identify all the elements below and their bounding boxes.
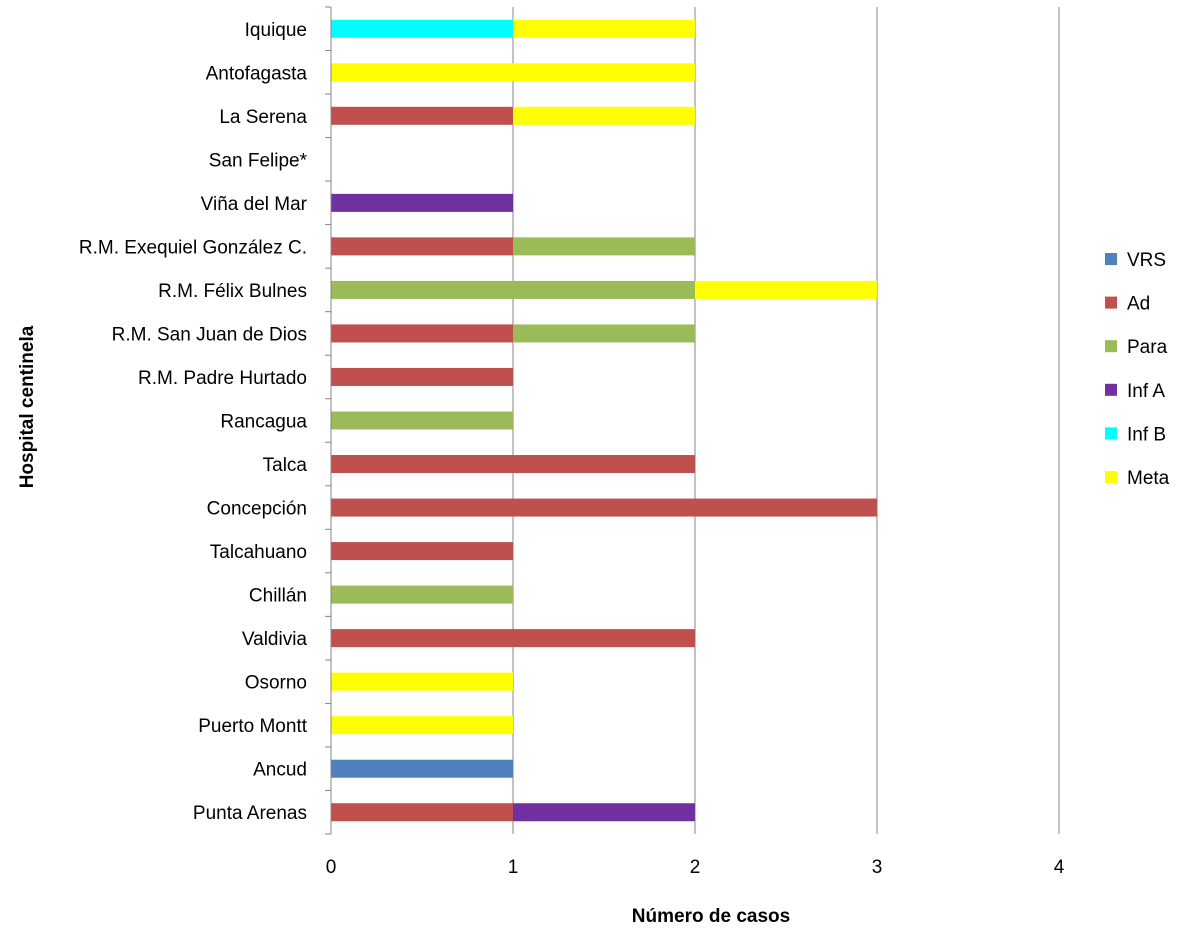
- bar-ad: [331, 106, 513, 125]
- category-label: San Felipe*: [209, 150, 308, 171]
- bar-ad: [331, 237, 513, 256]
- x-tick-labels: 0 1 2 3 4: [326, 857, 1065, 878]
- legend-label: Inf A: [1127, 381, 1165, 402]
- category-label: Punta Arenas: [193, 803, 307, 824]
- category-label: R.M. Padre Hurtado: [138, 368, 307, 389]
- legend-swatch-inf-b: [1105, 427, 1117, 440]
- category-label: Talcahuano: [210, 542, 307, 563]
- bar-ad: [331, 324, 513, 343]
- bar-vrs: [331, 759, 513, 778]
- category-label: Concepción: [207, 499, 307, 520]
- x-tick-label: 0: [326, 857, 337, 878]
- bar-ad: [331, 367, 513, 386]
- category-label: Antofagasta: [206, 63, 308, 84]
- category-label: Talca: [263, 455, 308, 476]
- y-axis-title: Hospital centinela: [17, 325, 38, 488]
- legend-label: VRS: [1127, 250, 1166, 271]
- legend-label: Meta: [1127, 468, 1170, 489]
- bar-para: [513, 237, 695, 256]
- bar-inf-b: [331, 19, 513, 38]
- x-tick-label: 4: [1054, 857, 1065, 878]
- category-label: Osorno: [245, 673, 307, 694]
- x-tick-label: 1: [508, 857, 519, 878]
- category-label: R.M. Félix Bulnes: [158, 281, 307, 302]
- legend-label: Inf B: [1127, 424, 1166, 445]
- category-label: La Serena: [219, 107, 307, 128]
- legend-swatch-meta: [1105, 471, 1117, 483]
- bars: [331, 19, 877, 822]
- category-label: R.M. Exequiel González C.: [79, 237, 307, 258]
- x-tick-label: 2: [690, 857, 701, 878]
- category-label: R.M. San Juan de Dios: [112, 324, 307, 345]
- bar-ad: [331, 629, 695, 648]
- bar-para: [331, 411, 513, 430]
- category-label: Valdivia: [242, 629, 308, 650]
- bar-inf-a: [331, 193, 513, 212]
- bar-para: [331, 280, 695, 299]
- legend-swatch-inf-a: [1105, 383, 1117, 396]
- bar-ad: [331, 542, 513, 561]
- category-labels: Iquique Antofagasta La Serena San Felipe* Vi…: [79, 20, 308, 824]
- legend-label: Ad: [1127, 294, 1150, 315]
- bar-meta: [695, 280, 877, 299]
- category-label: Viña del Mar: [201, 194, 308, 215]
- legend-swatch-vrs: [1105, 253, 1117, 265]
- bar-para: [331, 585, 513, 604]
- x-tick-label: 3: [872, 857, 883, 878]
- category-label: Puerto Montt: [198, 716, 307, 737]
- bar-para: [513, 324, 695, 343]
- bar-inf-a: [513, 803, 695, 822]
- legend-swatch-para: [1105, 340, 1117, 353]
- category-label: Rancagua: [220, 412, 307, 433]
- bar-meta: [331, 63, 695, 82]
- bar-ad: [331, 498, 877, 517]
- y-axis-ticks: [325, 6, 331, 835]
- bar-meta: [331, 672, 513, 691]
- bar-meta: [331, 716, 513, 735]
- legend: VRS Ad Para Inf A Inf B Meta: [1105, 250, 1170, 489]
- bar-meta: [513, 19, 695, 38]
- bar-meta: [513, 106, 695, 125]
- category-label: Chillán: [249, 586, 307, 607]
- category-label: Ancud: [253, 760, 307, 781]
- x-axis-title: Número de casos: [632, 906, 790, 927]
- bar-ad: [331, 455, 695, 474]
- legend-label: Para: [1127, 337, 1168, 358]
- category-label: Iquique: [245, 20, 307, 41]
- gridlines: [512, 7, 1060, 834]
- legend-swatch-ad: [1105, 296, 1117, 309]
- bar-ad: [331, 803, 513, 822]
